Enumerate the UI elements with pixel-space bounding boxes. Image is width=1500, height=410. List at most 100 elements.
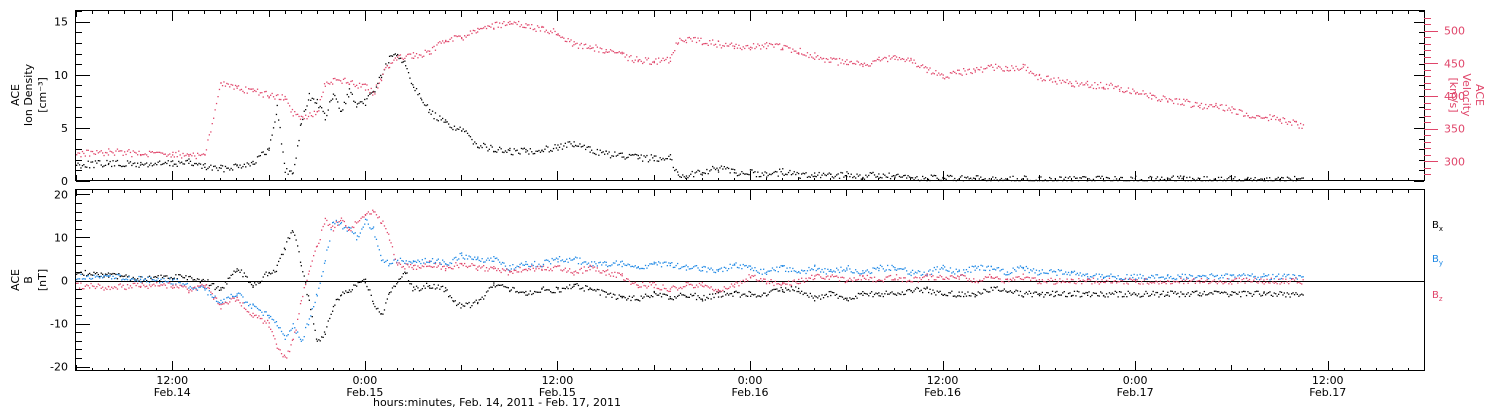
velocity-series-point [1260, 117, 1262, 119]
density-series-point [91, 161, 94, 163]
bz-series-point [437, 265, 439, 267]
density-series-point [865, 174, 867, 176]
velocity-series-point [677, 43, 679, 45]
bx-series-point [669, 298, 672, 300]
density-series-point [1261, 178, 1264, 180]
bz-series-point [148, 284, 151, 286]
density-series-point [321, 107, 323, 109]
velocity-series-point [1267, 119, 1270, 122]
by-series-point [172, 279, 174, 281]
bz-series-point [1079, 280, 1081, 282]
by-series-point [1025, 265, 1027, 268]
bz-series-point [1120, 279, 1122, 281]
density-series-point [313, 98, 315, 100]
bx-series-point [948, 292, 950, 294]
velocity-series-point [750, 46, 752, 48]
density-series-point [1018, 180, 1020, 182]
bx-series-point [146, 279, 148, 282]
velocity-series-point [1132, 88, 1134, 90]
by-series-point [738, 267, 740, 269]
velocity-series-point [1178, 98, 1181, 100]
density-series-point [396, 55, 398, 57]
density-series-point [997, 180, 1000, 182]
density-series-point [143, 164, 145, 166]
density-series-point [1219, 179, 1221, 181]
by-series-point [179, 282, 181, 284]
bx-series-point [926, 287, 928, 289]
bz-series-point [223, 303, 225, 305]
density-series-point [626, 157, 628, 159]
density-series-point [1046, 180, 1048, 182]
by-series-point [916, 272, 918, 274]
density-series-point [436, 119, 438, 121]
density-series-point [480, 145, 482, 147]
velocity-series-point [930, 73, 933, 75]
by-series-point [774, 270, 776, 272]
density-series-point [662, 157, 664, 160]
bx-series-point [1261, 294, 1264, 297]
bz-series-point [1203, 281, 1205, 283]
density-series-point [1107, 177, 1109, 179]
bx-series-point [311, 316, 313, 318]
bx-series-point [541, 288, 543, 290]
by-series-point [957, 271, 959, 273]
bx-series-point [483, 298, 485, 300]
density-series-point [872, 171, 874, 174]
velocity-series-point [452, 40, 454, 42]
bx-series-point [598, 289, 600, 291]
velocity-series-point [834, 58, 836, 60]
density-series-point [431, 110, 434, 112]
velocity-series-point [1158, 99, 1160, 101]
bz-series-point [377, 217, 379, 219]
bz-series-point [388, 239, 391, 241]
bx-series-point [662, 293, 664, 295]
density-series-point [1253, 179, 1255, 181]
bx-series-point [1021, 295, 1023, 297]
velocity-series-point [843, 63, 845, 65]
by-series-point [1205, 275, 1207, 277]
velocity-series-point [237, 85, 240, 87]
by-series-point [596, 265, 598, 267]
bx-series-point [1135, 293, 1137, 295]
bz-series-point [259, 317, 261, 320]
bx-series-point [838, 295, 841, 297]
velocity-series-point [1041, 80, 1043, 82]
bx-series-point [215, 287, 218, 289]
bz-series-point [268, 322, 270, 324]
bx-series-point [742, 293, 744, 295]
by-series-point [1210, 273, 1213, 275]
by-series-point [942, 268, 944, 270]
bz-series-point [872, 280, 874, 283]
bz-series-point [1279, 283, 1281, 285]
velocity-series-point [669, 60, 672, 62]
velocity-series-point [856, 60, 858, 62]
density-series-point [305, 109, 307, 111]
density-series-point [1292, 180, 1294, 182]
bx-series-point [496, 285, 498, 287]
density-series-point [741, 171, 743, 173]
density-series-point [310, 99, 312, 101]
velocity-series-point [319, 99, 321, 101]
bx-series-point [618, 294, 620, 296]
density-series-point [589, 146, 591, 148]
density-series-point [592, 152, 594, 154]
by-series-point [841, 270, 844, 272]
bx-series-point [129, 279, 132, 282]
bx-series-point [1025, 291, 1027, 293]
by-series-point [684, 265, 686, 268]
bx-series-point [1301, 293, 1303, 295]
velocity-series-point [1015, 65, 1017, 68]
velocity-series-point [1038, 74, 1040, 76]
bx-series-point [754, 293, 756, 296]
velocity-series-point [1256, 115, 1258, 117]
bx-series-point [989, 291, 991, 293]
bx-series-point [388, 292, 391, 294]
density-series-point [757, 171, 759, 173]
density-series-point [192, 164, 194, 167]
velocity-series-point [1119, 90, 1121, 92]
bz-series-point [690, 283, 692, 285]
density-series-point [240, 167, 243, 169]
velocity-series-point [367, 89, 369, 91]
bz-series-point [818, 274, 820, 276]
